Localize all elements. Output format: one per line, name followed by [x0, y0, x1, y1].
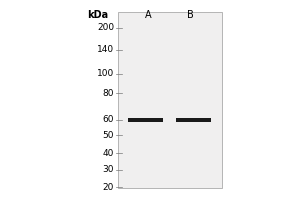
Text: 100: 100: [97, 70, 114, 78]
Text: 80: 80: [103, 88, 114, 98]
Bar: [128, 118, 163, 122]
Text: 20: 20: [103, 183, 114, 192]
Bar: [176, 118, 211, 122]
Text: 140: 140: [97, 46, 114, 54]
Text: kDa: kDa: [87, 10, 108, 20]
Text: 60: 60: [103, 116, 114, 124]
Text: B: B: [187, 10, 194, 20]
Text: A: A: [145, 10, 151, 20]
Text: 200: 200: [97, 23, 114, 32]
Text: 50: 50: [103, 131, 114, 140]
Text: 30: 30: [103, 166, 114, 174]
Text: 40: 40: [103, 148, 114, 158]
Bar: [118, 12, 222, 188]
